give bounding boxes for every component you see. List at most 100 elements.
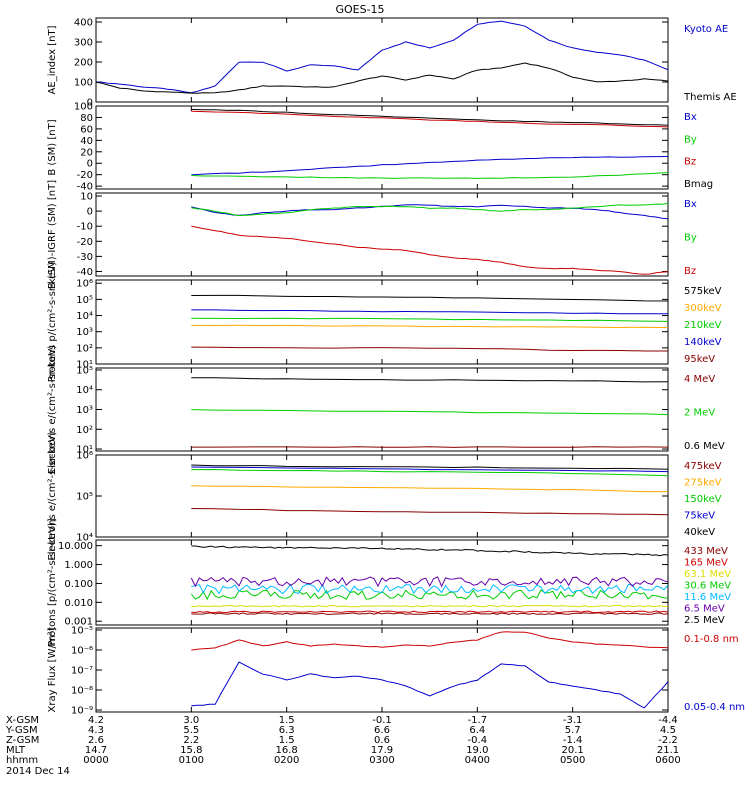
legend-entry: 300keV: [684, 303, 722, 314]
series-line-bx: [191, 204, 668, 220]
y-tick-label: 10⁵: [76, 492, 93, 503]
legend-entry: 150keV: [684, 494, 722, 505]
series-line-75kev: [191, 466, 668, 473]
footer-value: 0200: [274, 755, 299, 766]
panel-frame: [95, 17, 669, 103]
legend-entry: Bx: [684, 199, 697, 210]
y-tick-label: 10⁻⁸: [71, 686, 93, 697]
series-line-0-1-0-8-nm: [191, 631, 668, 651]
series-line-bz: [191, 110, 668, 128]
y-tick-label: 100: [74, 78, 93, 89]
footer-value: 15.8: [180, 745, 202, 756]
footer-value: 0300: [369, 755, 394, 766]
footer-value: 0.6: [374, 735, 390, 746]
panel-5: 10¹ 10² 10³ 10⁴ 10⁵ Electrons e/(cm²-s-sr-keV…: [47, 345, 725, 474]
panel-frame: [95, 192, 669, 277]
y-tick-label: 300: [74, 38, 93, 49]
footer-row-label: Z-GSM: [6, 735, 39, 746]
y-tick-label: 10: [80, 192, 93, 203]
y-tick-label: 10⁴: [76, 385, 93, 396]
legend-entry: 0.1-0.8 nm: [684, 634, 739, 645]
panel-8: 10⁻⁹ 10⁻⁸ 10⁻⁷ 10⁻⁶ 10⁻⁵ Xray Flux [W/m²] 0.1-…: [47, 626, 745, 717]
series-line-150kev: [191, 468, 668, 477]
legend-entry: 0.05-0.4 nm: [684, 702, 745, 713]
legend-entry: Kyoto AE: [684, 24, 728, 35]
y-axis-label: B (SM) [nT]: [47, 119, 58, 175]
footer-value: 2.2: [183, 735, 199, 746]
panel-6: 10⁴ 10⁵ 10⁶ Electrons e/(cm²-s-sr-keV) 475ke…: [47, 431, 722, 560]
footer-value: 5.5: [183, 725, 199, 736]
y-tick-label: 0: [87, 207, 93, 218]
series-line-575kev: [191, 294, 668, 302]
footer-value: -3.1: [563, 715, 583, 726]
series-line-63-1-mev: [191, 604, 668, 608]
legend-entry: 575keV: [684, 286, 722, 297]
series-line-bx: [191, 156, 668, 176]
series-line-11-6-mev: [191, 583, 668, 595]
y-tick-label: 10⁻⁹: [71, 706, 93, 717]
series-line-themis-ae: [96, 62, 668, 94]
footer-value: -2.2: [658, 735, 678, 746]
legend-entry: 95keV: [684, 354, 715, 365]
panel-frame: [95, 454, 669, 538]
series-line-95kev: [191, 346, 668, 352]
footer-value: 4.3: [88, 725, 104, 736]
footer-value: 0400: [465, 755, 490, 766]
footer-row-label: MLT: [6, 745, 26, 756]
legend-entry: 210keV: [684, 320, 722, 331]
legend-entry: Bz: [684, 266, 696, 277]
footer-value: 6.6: [374, 725, 390, 736]
y-tick-label: 0: [87, 159, 93, 170]
panel-4: 10¹ 10² 10³ 10⁴ 10⁵ 10⁶ Protons p/(cm²-s-sr-ke…: [47, 262, 722, 383]
footer-value: 6.3: [279, 725, 295, 736]
y-axis-label: AE_index [nT]: [47, 25, 58, 94]
y-tick-label: -30: [77, 252, 93, 263]
y-tick-label: 10⁴: [76, 533, 93, 544]
y-tick-label: 10¹: [76, 360, 93, 371]
footer-value: 0100: [179, 755, 204, 766]
footer-value: 1.5: [279, 735, 295, 746]
series-line-bz: [191, 225, 668, 275]
series-line-4-mev: [191, 446, 668, 448]
legend-entry: 165 MeV: [684, 558, 728, 569]
y-tick-label: 0.001: [64, 617, 93, 628]
footer-value: 6.4: [469, 725, 485, 736]
series-line-30-6-mev: [190, 589, 668, 601]
series-line-210kev: [191, 317, 668, 322]
footer-value: -1.7: [468, 715, 488, 726]
legend-entry: 2.5 MeV: [684, 615, 725, 626]
footer-value: 4.2: [88, 715, 104, 726]
panel-1: 0 100 200 300 400 AE_index [nT] Kyoto AE Themis…: [47, 17, 737, 109]
footer-value: -1.4: [563, 735, 583, 746]
y-tick-label: 10⁵: [76, 295, 93, 306]
legend-entry: 2 MeV: [684, 408, 715, 419]
y-tick-label: 40: [80, 136, 93, 147]
legend-entry: 275keV: [684, 478, 722, 489]
series-line-275kev: [191, 485, 668, 493]
y-tick-label: 0: [87, 98, 93, 109]
legend-entry: 6.5 MeV: [684, 604, 725, 615]
footer-value: 3.0: [183, 715, 199, 726]
footer-value: 14.7: [85, 745, 107, 756]
legend-entry: 30.6 MeV: [684, 581, 731, 592]
y-tick-label: 10⁻⁵: [71, 626, 93, 637]
series-line-kyoto-ae: [96, 20, 668, 94]
footer-value: 4.5: [660, 725, 676, 736]
footer-value: 5.7: [565, 725, 581, 736]
y-tick-label: 100: [74, 102, 93, 113]
y-tick-label: 400: [74, 18, 93, 29]
series-line-by: [191, 172, 668, 179]
y-tick-label: 80: [80, 113, 93, 124]
legend-entry: 433 MeV: [684, 546, 728, 557]
footer-value: -0.4: [468, 735, 488, 746]
series-line-475kev: [191, 508, 668, 516]
footer-value: 1.5: [279, 715, 295, 726]
panel-frame: [95, 279, 669, 365]
legend-entry: By: [684, 134, 697, 145]
y-tick-label: 1.000: [64, 560, 93, 571]
footer-row-label: X-GSM: [6, 715, 39, 726]
legend-entry: Bmag: [684, 179, 713, 190]
y-tick-label: 10¹: [76, 445, 93, 456]
